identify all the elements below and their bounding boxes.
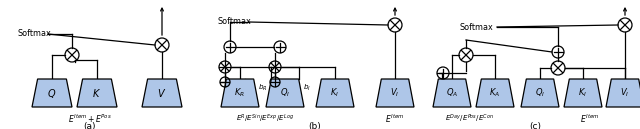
Polygon shape [316,79,354,107]
Text: $E^{Item} + E^{Pos}$: $E^{Item} + E^{Pos}$ [68,113,112,125]
Polygon shape [77,79,117,107]
Text: $K_I$: $K_I$ [579,87,588,99]
Text: $K_A$: $K_A$ [490,87,500,99]
Text: Softmax: Softmax [460,22,493,31]
Text: Softmax: Softmax [218,18,252,26]
Polygon shape [221,79,259,107]
Text: Softmax: Softmax [18,30,52,38]
Text: $E^{Day}/E^{Pos}/E^{Con}$: $E^{Day}/E^{Pos}/E^{Con}$ [445,113,495,125]
Text: $E^{Item}$: $E^{Item}$ [385,113,404,125]
Polygon shape [32,79,72,107]
Text: $V_I$: $V_I$ [390,87,399,99]
Text: $Q_A$: $Q_A$ [446,87,458,99]
Polygon shape [376,79,414,107]
Polygon shape [142,79,182,107]
Text: $Q$: $Q$ [47,87,57,99]
Text: $Q_I$: $Q_I$ [280,87,290,99]
Text: $E^{Item}$: $E^{Item}$ [580,113,600,125]
Polygon shape [266,79,304,107]
Text: $V$: $V$ [157,87,166,99]
Polygon shape [433,79,471,107]
Polygon shape [476,79,514,107]
Polygon shape [606,79,640,107]
Text: $K$: $K$ [92,87,102,99]
Text: (a): (a) [84,122,96,129]
Polygon shape [521,79,559,107]
Text: (b): (b) [308,122,321,129]
Text: $V_I$: $V_I$ [620,87,630,99]
Text: (c): (c) [529,122,541,129]
Text: $E^R/E^{Sin}/E^{Exp}/E^{Log}$: $E^R/E^{Sin}/E^{Exp}/E^{Log}$ [236,113,294,125]
Text: $Q_I$: $Q_I$ [535,87,545,99]
Polygon shape [564,79,602,107]
Text: $K_R$: $K_R$ [234,87,246,99]
Text: $K_I$: $K_I$ [330,87,340,99]
Text: $b_I$: $b_I$ [303,83,311,93]
Text: $b_R$: $b_R$ [258,83,268,93]
